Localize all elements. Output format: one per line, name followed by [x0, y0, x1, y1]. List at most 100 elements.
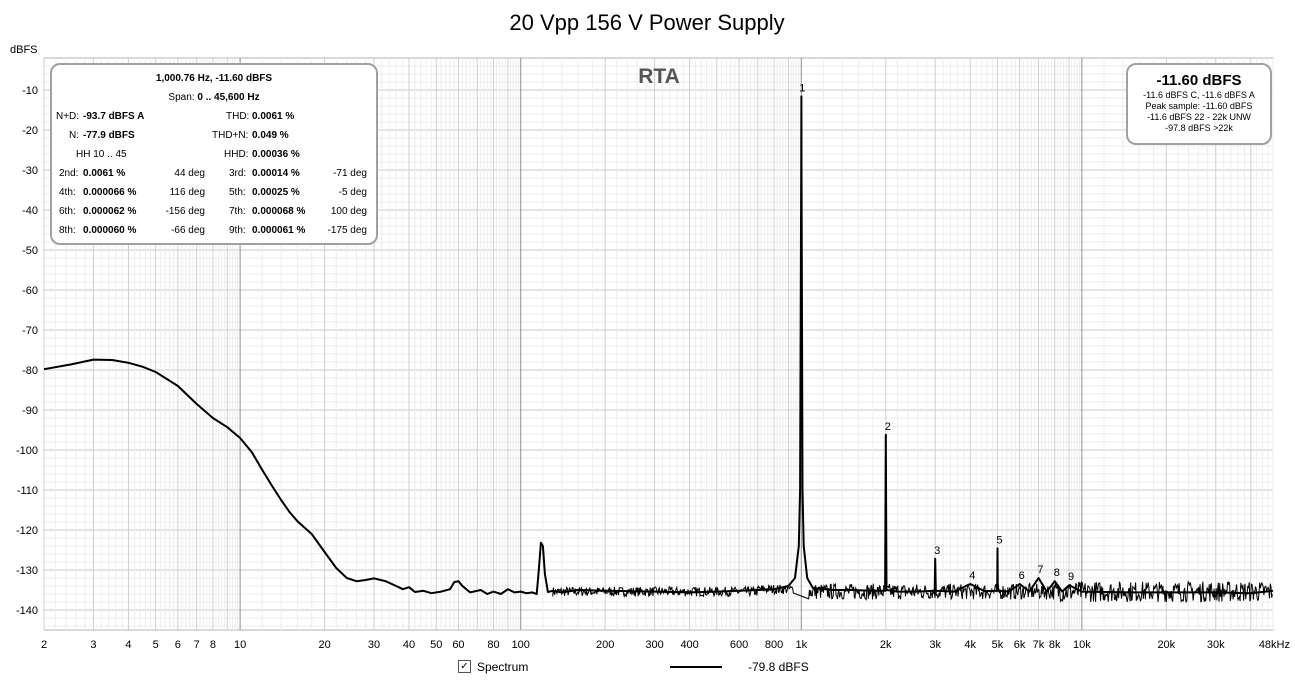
harmonic-marker-label: 8: [1054, 567, 1060, 579]
harmonic-value: 0.0061 %: [83, 168, 126, 179]
x-tick-label: 48kHz: [1259, 639, 1290, 651]
unweighted-band-readout: -11.6 dBFS 22 - 22k UNW: [1147, 112, 1251, 122]
y-tick-label: -60: [22, 285, 38, 297]
x-tick-label: 6k: [1014, 639, 1026, 651]
x-tick-labels: 2 3 4 5 6 7 8 10 20 30 40 50 60 80 100 200 300 400 600 800 1…: [41, 639, 1290, 651]
distortion-stats-panel: 1,000.76 Hz, -11.60 dBFS Span: 0 .. 45,6…: [50, 63, 378, 245]
harmonic-value: 0.000068 %: [252, 206, 306, 217]
harmonic-value: 0.000061 %: [252, 225, 306, 236]
harmonic-label: 8th:: [59, 225, 76, 236]
fundamental-readout: 1,000.76 Hz, -11.60 dBFS: [155, 73, 273, 84]
harmonic-label: 3rd:: [229, 168, 247, 179]
harmonic-label: 9th:: [229, 225, 246, 236]
x-tick-label: 600: [730, 639, 748, 651]
x-tick-label: 3: [90, 639, 96, 651]
harmonic-marker-label: 6: [1019, 570, 1025, 582]
span-label: Span:: [168, 92, 195, 103]
harmonic-phase: 100 deg: [330, 206, 367, 217]
y-tick-label: -100: [16, 445, 38, 457]
level-main-readout: -11.60 dBFS: [1156, 72, 1242, 89]
harmonic-marker-label: 9: [1068, 571, 1074, 583]
spectrum-checkbox[interactable]: ✓: [458, 660, 471, 673]
span-value: 0 .. 45,600 Hz: [197, 92, 260, 103]
harmonic-phase: -66 deg: [171, 225, 205, 236]
y-tick-label: -140: [16, 605, 38, 617]
y-tick-label: -30: [22, 165, 38, 177]
x-tick-label: 300: [645, 639, 663, 651]
x-tick-label: 10k: [1073, 639, 1091, 651]
thd-label: THD:: [226, 111, 250, 122]
harmonic-marker-label: 3: [934, 545, 940, 557]
peak-sample-readout: Peak sample: -11.60 dBFS: [1145, 101, 1253, 111]
harmonic-phase: -5 deg: [338, 187, 367, 198]
harmonic-phase: 116 deg: [169, 187, 205, 198]
above-22k-readout: -97.8 dBFS >22k: [1165, 123, 1233, 133]
y-tick-labels: -10 -20 -30 -40 -50 -60 -70 -80 -90 -100 -110 -120 -…: [16, 85, 38, 617]
x-tick-label: 7k: [1033, 639, 1045, 651]
harmonic-phase: -156 deg: [165, 206, 205, 217]
x-tick-label: 8: [210, 639, 216, 651]
harmonic-marker-label: 1: [799, 82, 805, 94]
y-tick-label: -120: [16, 525, 38, 537]
harmonic-value: 0.000066 %: [83, 187, 137, 198]
x-tick-label: 30k: [1207, 639, 1225, 651]
x-tick-label: 60: [452, 639, 464, 651]
noise-value: -77.9 dBFS: [83, 130, 135, 141]
x-tick-label: 30: [368, 639, 380, 651]
harmonic-label: 2nd:: [59, 168, 79, 179]
harmonic-markers: 1 2 3 4 5 6 7 8 9: [799, 82, 1074, 583]
rta-chart: 20 Vpp 156 V Power Supply dBFS -10 -20 -30…: [10, 10, 1290, 651]
x-tick-label: 20k: [1157, 639, 1175, 651]
thd-value: 0.0061 %: [252, 111, 295, 122]
y-tick-label: -130: [16, 565, 38, 577]
x-tick-label: 4k: [964, 639, 976, 651]
x-tick-label: 400: [680, 639, 698, 651]
x-tick-label: 8k: [1049, 639, 1061, 651]
y-tick-label: -40: [22, 205, 38, 217]
x-tick-label: 80: [487, 639, 499, 651]
nd-value: -93.7 dBFS A: [83, 111, 145, 122]
harmonic-value: 0.000062 %: [83, 206, 137, 217]
x-tick-label: 800: [765, 639, 783, 651]
x-tick-label: 4: [125, 639, 131, 651]
harmonic-phase: -71 deg: [333, 168, 367, 179]
chart-legend: ✓ Spectrum -79.8 dBFS: [0, 658, 1295, 678]
thdn-label: THD+N:: [212, 130, 249, 141]
x-tick-label: 6: [175, 639, 181, 651]
harmonic-row: 4th: 0.000066 % 116 deg 5th: 0.00025 % -5 deg: [52, 183, 376, 202]
spectrum-legend-swatch: [670, 666, 722, 668]
harmonic-value: 0.000060 %: [83, 225, 137, 236]
harmonic-marker-label: 2: [885, 421, 891, 433]
noise-floor-band: [552, 579, 1273, 604]
spectrum-legend-label: Spectrum: [477, 660, 529, 674]
harmonic-marker-label: 7: [1037, 564, 1043, 576]
nd-label: N+D:: [56, 111, 80, 122]
thdn-value: 0.049 %: [252, 130, 289, 141]
x-tick-label: 5k: [992, 639, 1004, 651]
harmonic-row: 8th: 0.000060 % -66 deg 9th: 0.000061 % -175 …: [52, 221, 376, 240]
hhd-value: 0.00036 %: [252, 149, 300, 160]
harmonic-phase: 44 deg: [174, 168, 205, 179]
x-tick-label: 40: [403, 639, 415, 651]
y-tick-label: -80: [22, 365, 38, 377]
chart-title: 20 Vpp 156 V Power Supply: [509, 10, 784, 35]
harmonic-phase: -175 deg: [327, 225, 367, 236]
x-tick-label: 5: [153, 639, 159, 651]
y-tick-label: -110: [17, 485, 38, 497]
harmonic-value: 0.00025 %: [252, 187, 300, 198]
harmonic-marker-label: 4: [969, 570, 975, 582]
level-panel: -11.60 dBFS -11.6 dBFS C, -11.6 dBFS A P…: [1126, 63, 1272, 145]
x-tick-label: 2k: [880, 639, 892, 651]
harmonic-label: 4th:: [59, 187, 76, 198]
harmonic-value: 0.00014 %: [252, 168, 300, 179]
x-tick-label: 20: [318, 639, 330, 651]
y-tick-label: -50: [22, 245, 38, 257]
harmonic-label: 6th:: [59, 206, 76, 217]
y-tick-label: -20: [22, 125, 38, 137]
x-tick-label: 100: [512, 639, 530, 651]
x-tick-label: 200: [596, 639, 614, 651]
x-tick-label: 3k: [929, 639, 941, 651]
harmonic-label: 7th:: [229, 206, 246, 217]
x-tick-label: 10: [234, 639, 246, 651]
y-tick-label: -10: [22, 85, 38, 97]
